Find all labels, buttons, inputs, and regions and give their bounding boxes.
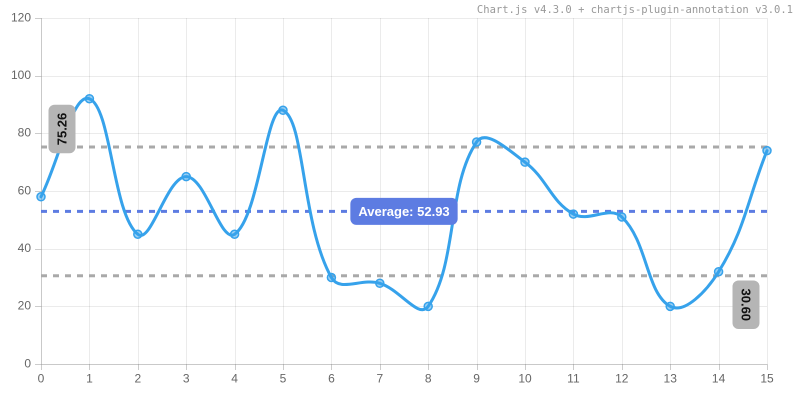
chart-title: Chart.js v4.3.0 + chartjs-plugin-annotat… — [476, 4, 793, 16]
